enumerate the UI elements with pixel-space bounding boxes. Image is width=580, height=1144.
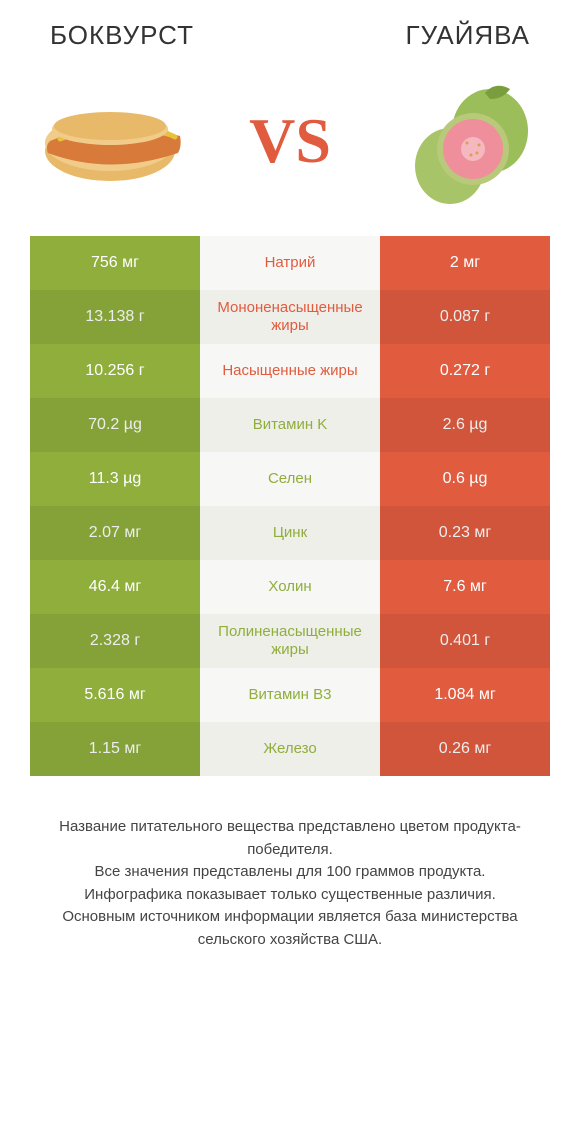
right-value-cell: 0.26 мг (380, 722, 550, 776)
footnote-line: Инфографика показывает только существенн… (84, 886, 496, 903)
right-value-cell: 1.084 мг (380, 668, 550, 722)
comparison-table: 756 мгНатрий2 мг13.138 гМононенасыщенные… (30, 236, 550, 776)
right-value-cell: 0.6 µg (380, 452, 550, 506)
guava-image (390, 71, 550, 211)
table-row: 756 мгНатрий2 мг (30, 236, 550, 290)
right-value-cell: 2 мг (380, 236, 550, 290)
hotdog-image (30, 71, 190, 211)
left-value-cell: 10.256 г (30, 344, 200, 398)
right-value-cell: 0.272 г (380, 344, 550, 398)
table-row: 5.616 мгВитамин B31.084 мг (30, 668, 550, 722)
right-value-cell: 7.6 мг (380, 560, 550, 614)
nutrient-cell: Полиненасыщенные жиры (200, 614, 380, 668)
right-value-cell: 2.6 µg (380, 398, 550, 452)
right-value-cell: 0.401 г (380, 614, 550, 668)
left-value-cell: 5.616 мг (30, 668, 200, 722)
footnote: Название питательного вещества представл… (30, 816, 550, 951)
nutrient-cell: Мононенасыщенные жиры (200, 290, 380, 344)
right-value-cell: 0.23 мг (380, 506, 550, 560)
nutrient-cell: Селен (200, 452, 380, 506)
left-value-cell: 46.4 мг (30, 560, 200, 614)
table-row: 2.07 мгЦинк0.23 мг (30, 506, 550, 560)
footnote-line: Основным источником информации является … (62, 908, 517, 948)
right-value-cell: 0.087 г (380, 290, 550, 344)
table-row: 1.15 мгЖелезо0.26 мг (30, 722, 550, 776)
header: БОКВУРСТ ГУАЙЯВА (0, 0, 580, 61)
nutrient-cell: Железо (200, 722, 380, 776)
table-row: 13.138 гМононенасыщенные жиры0.087 г (30, 290, 550, 344)
footnote-line: Название питательного вещества представл… (59, 818, 521, 858)
nutrient-cell: Витамин B3 (200, 668, 380, 722)
table-row: 2.328 гПолиненасыщенные жиры0.401 г (30, 614, 550, 668)
nutrient-cell: Натрий (200, 236, 380, 290)
nutrient-cell: Витамин K (200, 398, 380, 452)
left-value-cell: 2.328 г (30, 614, 200, 668)
left-value-cell: 13.138 г (30, 290, 200, 344)
table-row: 46.4 мгХолин7.6 мг (30, 560, 550, 614)
left-value-cell: 2.07 мг (30, 506, 200, 560)
vs-label: VS (249, 104, 331, 178)
left-value-cell: 11.3 µg (30, 452, 200, 506)
table-row: 10.256 гНасыщенные жиры0.272 г (30, 344, 550, 398)
table-row: 70.2 µgВитамин K2.6 µg (30, 398, 550, 452)
nutrient-cell: Цинк (200, 506, 380, 560)
left-food-title: БОКВУРСТ (50, 20, 194, 51)
left-value-cell: 756 мг (30, 236, 200, 290)
left-value-cell: 70.2 µg (30, 398, 200, 452)
table-row: 11.3 µgСелен0.6 µg (30, 452, 550, 506)
nutrient-cell: Холин (200, 560, 380, 614)
images-row: VS (0, 61, 580, 236)
right-food-title: ГУАЙЯВА (406, 20, 530, 51)
footnote-line: Все значения представлены для 100 граммо… (95, 863, 486, 880)
nutrient-cell: Насыщенные жиры (200, 344, 380, 398)
left-value-cell: 1.15 мг (30, 722, 200, 776)
